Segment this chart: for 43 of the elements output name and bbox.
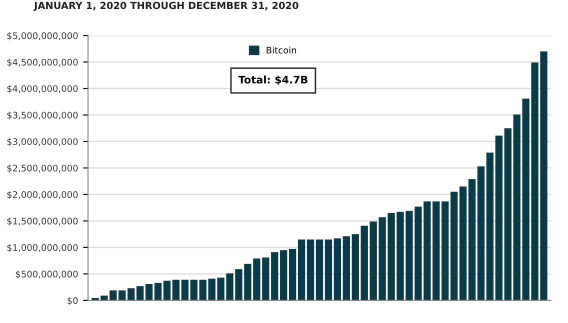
y-tick-label: $4,000,000,000 <box>7 85 78 94</box>
y-tick-label: $4,500,000,000 <box>7 58 78 67</box>
bar <box>199 280 206 300</box>
bar <box>432 201 440 300</box>
chart-subtitle: JANUARY 1, 2020 THROUGH DECEMBER 31, 2020 <box>34 2 298 11</box>
y-tick-label: $3,000,000,000 <box>7 138 78 146</box>
y-tick-label: $5,000,000,000 <box>7 32 78 40</box>
bar <box>145 284 153 300</box>
bar <box>306 239 314 300</box>
bar <box>128 288 135 300</box>
bar <box>181 280 189 300</box>
bar <box>136 286 144 300</box>
y-tick-label: $0 <box>68 296 78 306</box>
bar <box>486 152 494 300</box>
y-tick-label: $2,000,000,000 <box>7 191 78 200</box>
bar <box>342 236 350 300</box>
legend-label: Bitcoin <box>266 46 296 54</box>
bar <box>468 179 476 300</box>
bar <box>154 282 162 300</box>
bar <box>334 238 342 300</box>
bar <box>477 166 485 300</box>
bar <box>163 280 171 300</box>
bar <box>513 114 520 300</box>
bar <box>298 239 306 300</box>
bar <box>289 249 296 300</box>
bar <box>504 128 512 300</box>
bar <box>172 280 180 300</box>
bar <box>280 250 288 300</box>
y-tick-label: $500,000,000 <box>16 270 78 279</box>
bar <box>316 239 324 300</box>
bar <box>450 192 458 300</box>
bar <box>118 290 126 300</box>
annotation: Total: $4.7B <box>238 76 308 85</box>
y-tick-label: $1,000,000,000 <box>7 244 78 252</box>
bar <box>442 201 449 300</box>
y-tick-label: $2,500,000,000 <box>7 164 78 173</box>
y-tick-label: $3,500,000,000 <box>7 112 78 120</box>
bar <box>352 234 359 300</box>
bar <box>495 136 503 300</box>
bar <box>459 186 467 300</box>
bar <box>324 239 332 300</box>
bar <box>190 280 198 300</box>
y-tick-label: $1,500,000,000 <box>7 218 78 226</box>
